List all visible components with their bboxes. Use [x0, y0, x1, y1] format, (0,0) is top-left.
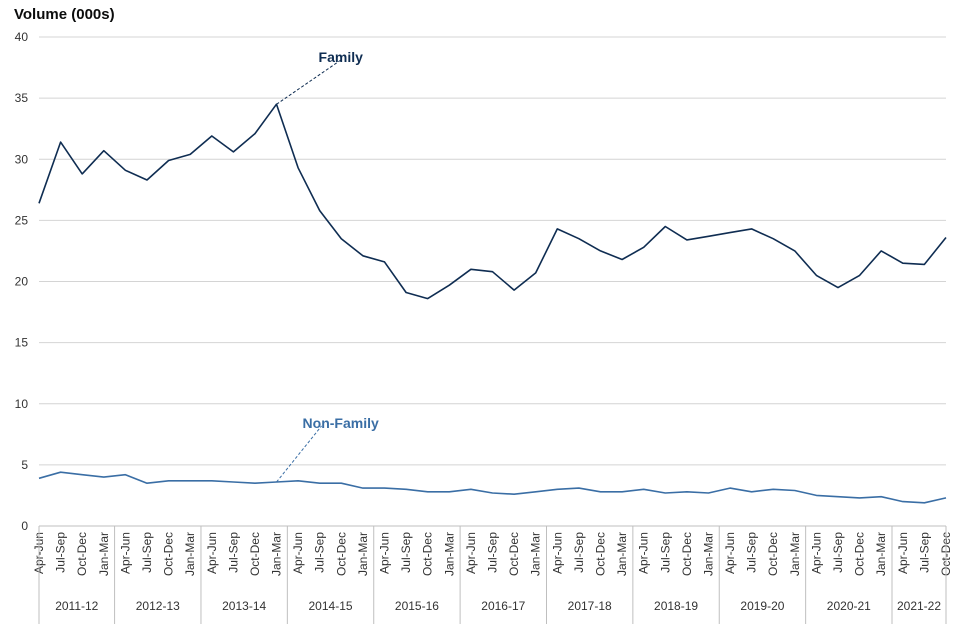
year-label: 2018-19	[654, 599, 698, 613]
series-label: Family	[319, 49, 364, 65]
y-axis-title: Volume (000s)	[14, 6, 115, 23]
x-tick-label: Apr-Jun	[896, 532, 910, 574]
x-tick-label: Jul-Sep	[917, 532, 931, 573]
year-label: 2020-21	[827, 599, 871, 613]
y-tick-label: 10	[15, 397, 29, 411]
series-label: Non-Family	[303, 415, 379, 431]
x-tick-label: Jul-Sep	[831, 532, 845, 573]
y-tick-label: 20	[15, 275, 29, 289]
x-axis: Apr-Jun Jul-Sep Oct-Dec Jan-Mar Apr-Jun Jul-S…	[32, 525, 953, 624]
x-tick-label: Oct-Dec	[421, 532, 435, 576]
x-tick-label: Jan-Mar	[529, 532, 543, 576]
series-labels: Family Non-Family	[276, 49, 379, 483]
leader-line	[276, 425, 322, 483]
year-label: 2021-22	[897, 599, 941, 613]
y-tick-label: 30	[15, 152, 29, 166]
year-label: 2011-12	[55, 599, 98, 613]
x-tick-label: Apr-Jun	[205, 532, 219, 574]
x-tick-label: Oct-Dec	[162, 532, 176, 576]
x-tick-label: Jul-Sep	[399, 532, 413, 573]
year-label: 2014-15	[309, 599, 353, 613]
y-tick-label: 5	[21, 458, 28, 472]
series-lines	[38, 103, 947, 504]
x-tick-label: Jan-Mar	[701, 532, 715, 576]
x-tick-label: Apr-Jun	[291, 532, 305, 574]
year-label: 2015-16	[395, 599, 439, 613]
x-tick-label: Oct-Dec	[507, 532, 521, 576]
y-tick-label: 15	[15, 336, 29, 350]
x-tick-label: Apr-Jun	[637, 532, 651, 574]
year-label: 2013-14	[222, 599, 266, 613]
x-tick-label: Jul-Sep	[572, 532, 586, 573]
year-label: 2016-17	[481, 599, 525, 613]
x-tick-label: Apr-Jun	[723, 532, 737, 574]
y-tick-label: 40	[15, 30, 29, 44]
x-tick-label: Jan-Mar	[874, 532, 888, 576]
x-tick-label: Jul-Sep	[313, 532, 327, 573]
x-tick-label: Jan-Mar	[615, 532, 629, 576]
year-label: 2019-20	[740, 599, 784, 613]
y-tick-label: 35	[15, 91, 29, 105]
x-tick-label: Apr-Jun	[378, 532, 392, 574]
x-tick-label: Oct-Dec	[248, 532, 262, 576]
x-tick-label: Jan-Mar	[270, 532, 284, 576]
y-axis-ticks: 0 5 10 15 20 25 30 35 40	[15, 30, 29, 533]
x-tick-label: Oct-Dec	[334, 532, 348, 576]
x-tick-label: Oct-Dec	[593, 532, 607, 576]
x-tick-label: Oct-Dec	[853, 532, 867, 576]
leader-line	[276, 59, 341, 105]
x-tick-label: Jan-Mar	[442, 532, 456, 576]
gridlines	[39, 36, 946, 466]
x-tick-label: Apr-Jun	[809, 532, 823, 574]
x-tick-label: Jul-Sep	[486, 532, 500, 573]
y-tick-label: 0	[21, 519, 28, 533]
x-tick-label: Jan-Mar	[183, 532, 197, 576]
x-tick-label: Jan-Mar	[356, 532, 370, 576]
x-tick-label: Oct-Dec	[766, 532, 780, 576]
x-tick-label: Oct-Dec	[75, 532, 89, 576]
x-tick-label: Jan-Mar	[97, 532, 111, 576]
x-tick-label: Apr-Jun	[464, 532, 478, 574]
x-tick-label: Oct-Dec	[680, 532, 694, 576]
x-tick-label: Jul-Sep	[54, 532, 68, 573]
series-line-family	[38, 103, 947, 300]
x-tick-label: Apr-Jun	[118, 532, 132, 574]
year-label: 2017-18	[568, 599, 612, 613]
y-tick-label: 25	[15, 213, 29, 227]
x-tick-label: Jul-Sep	[140, 532, 154, 573]
x-tick-label: Jul-Sep	[658, 532, 672, 573]
series-line-non-family	[38, 471, 947, 504]
x-tick-label: Apr-Jun	[550, 532, 564, 574]
x-tick-label: Jul-Sep	[226, 532, 240, 573]
x-tick-label: Jul-Sep	[745, 532, 759, 573]
x-tick-label: Jan-Mar	[788, 532, 802, 576]
year-label: 2012-13	[136, 599, 180, 613]
